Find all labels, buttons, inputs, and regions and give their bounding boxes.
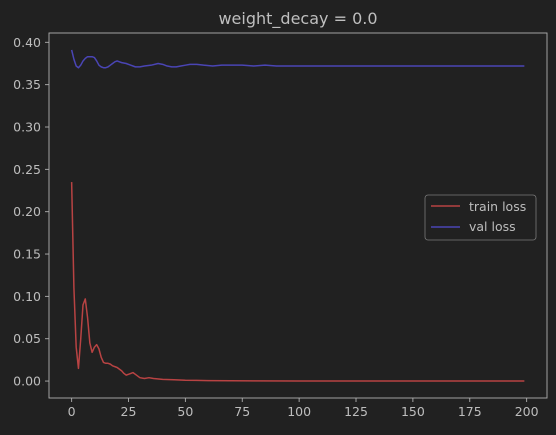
x-tick-label: 175 [458,404,482,419]
legend: train loss val loss [425,195,536,240]
y-tick-label: 0.35 [13,77,41,92]
x-tick-label: 150 [401,404,425,419]
x-tick-label: 25 [121,404,137,419]
y-tick-label: 0.10 [13,289,41,304]
y-tick-label: 0.25 [13,162,41,177]
y-tick-label: 0.15 [13,247,41,262]
y-tick-label: 0.05 [13,331,41,346]
legend-label-train-loss: train loss [469,199,526,214]
x-tick-label: 75 [234,404,250,419]
x-tick-label: 125 [344,404,368,419]
y-tick-label: 0.30 [13,120,41,135]
x-tick-label: 200 [515,404,539,419]
y-tick-label: 0.40 [13,35,41,50]
y-tick-label: 0.00 [13,374,41,389]
chart-title: weight_decay = 0.0 [218,9,377,29]
legend-label-val-loss: val loss [469,219,516,234]
x-tick-label: 100 [287,404,311,419]
x-tick-label: 50 [177,404,193,419]
x-tick-label: 0 [68,404,76,419]
y-tick-label: 0.20 [13,204,41,219]
